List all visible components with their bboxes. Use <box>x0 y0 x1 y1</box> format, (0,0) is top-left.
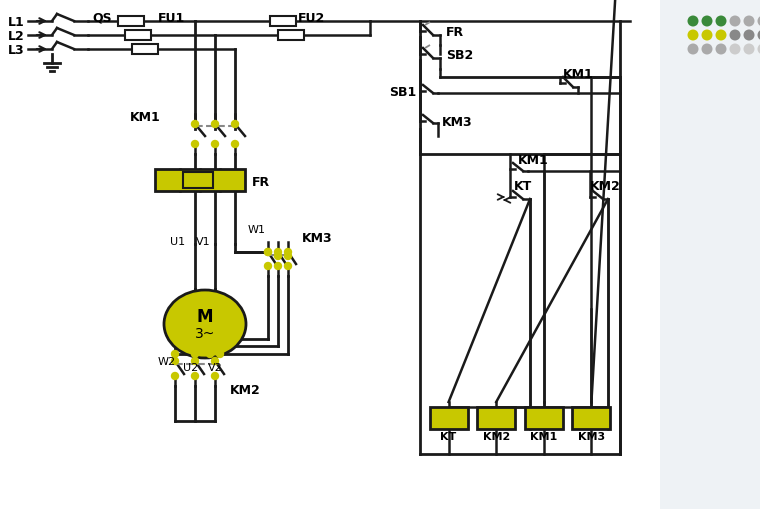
Text: W2: W2 <box>158 356 176 366</box>
Text: KT: KT <box>441 431 457 441</box>
Text: FR: FR <box>446 25 464 38</box>
Circle shape <box>274 249 281 256</box>
Text: KM1: KM1 <box>518 153 549 166</box>
Text: U2: U2 <box>183 362 198 372</box>
Circle shape <box>211 358 219 365</box>
Circle shape <box>192 358 198 365</box>
Text: FU2: FU2 <box>298 12 325 24</box>
Text: SB2: SB2 <box>446 48 473 62</box>
Circle shape <box>172 351 179 358</box>
Circle shape <box>743 44 755 55</box>
Text: 3~: 3~ <box>195 326 215 341</box>
Circle shape <box>730 16 740 27</box>
Bar <box>125 31 151 41</box>
Circle shape <box>264 249 271 256</box>
Text: V2: V2 <box>208 362 223 372</box>
Circle shape <box>217 351 223 358</box>
Circle shape <box>715 44 727 55</box>
Circle shape <box>274 263 281 270</box>
Text: U1: U1 <box>170 237 185 246</box>
Text: KM3: KM3 <box>302 231 333 244</box>
Circle shape <box>274 253 281 260</box>
Text: SB1: SB1 <box>389 86 416 98</box>
Circle shape <box>701 31 713 41</box>
Circle shape <box>688 31 698 41</box>
Circle shape <box>192 373 198 380</box>
Circle shape <box>743 31 755 41</box>
Circle shape <box>284 249 292 256</box>
Circle shape <box>207 351 214 358</box>
Bar <box>429 407 467 429</box>
Ellipse shape <box>164 291 246 358</box>
Text: KM3: KM3 <box>442 115 473 128</box>
Circle shape <box>172 373 179 380</box>
Bar <box>572 407 610 429</box>
Circle shape <box>192 141 198 148</box>
Text: M: M <box>197 307 214 325</box>
Circle shape <box>211 141 219 148</box>
Circle shape <box>715 31 727 41</box>
Text: L2: L2 <box>8 30 25 42</box>
Text: KM2: KM2 <box>483 431 510 441</box>
Bar <box>155 169 245 191</box>
Circle shape <box>264 263 271 270</box>
Text: FU1: FU1 <box>158 12 185 24</box>
Bar <box>183 173 213 189</box>
Circle shape <box>758 44 760 55</box>
Text: L1: L1 <box>8 15 25 29</box>
Bar <box>0 0 660 509</box>
Circle shape <box>192 121 198 128</box>
Text: W1: W1 <box>248 224 266 235</box>
Circle shape <box>211 373 219 380</box>
Circle shape <box>688 16 698 27</box>
Circle shape <box>730 44 740 55</box>
Text: KM1: KM1 <box>130 110 161 123</box>
Circle shape <box>284 263 292 270</box>
Text: KM2: KM2 <box>230 383 261 395</box>
Text: KT: KT <box>514 179 532 192</box>
Circle shape <box>232 121 239 128</box>
Text: KM2: KM2 <box>590 179 621 192</box>
Circle shape <box>758 31 760 41</box>
Circle shape <box>211 121 219 128</box>
Bar <box>118 17 144 27</box>
Circle shape <box>730 31 740 41</box>
Text: KM3: KM3 <box>578 431 605 441</box>
Text: L3: L3 <box>8 43 24 56</box>
Circle shape <box>172 358 179 365</box>
Bar <box>660 0 760 509</box>
Bar <box>525 407 563 429</box>
Bar <box>477 407 515 429</box>
Circle shape <box>232 141 239 148</box>
Bar <box>278 31 304 41</box>
Text: QS: QS <box>92 12 112 24</box>
Circle shape <box>701 16 713 27</box>
Circle shape <box>715 16 727 27</box>
Circle shape <box>192 351 198 358</box>
Bar <box>270 17 296 27</box>
Text: V1: V1 <box>196 237 211 246</box>
Circle shape <box>688 44 698 55</box>
Text: FR: FR <box>252 175 270 188</box>
Circle shape <box>264 249 271 256</box>
Circle shape <box>743 16 755 27</box>
Bar <box>132 45 158 55</box>
Circle shape <box>284 253 292 260</box>
Circle shape <box>758 16 760 27</box>
Circle shape <box>701 44 713 55</box>
Text: KM1: KM1 <box>563 67 594 80</box>
Text: KM1: KM1 <box>530 431 557 441</box>
